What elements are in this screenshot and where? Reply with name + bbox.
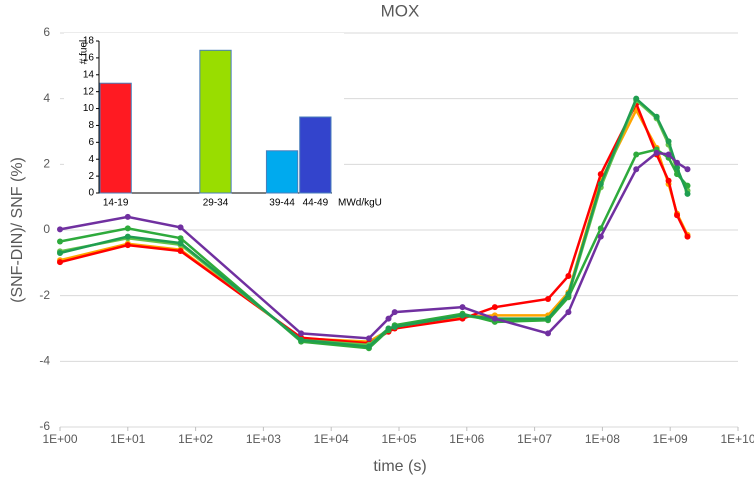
inset-y-tick-label: 16 <box>83 53 95 64</box>
data-point <box>57 259 63 266</box>
data-point <box>391 309 398 316</box>
data-point <box>298 336 305 343</box>
y-tick-label: 0 <box>43 222 50 236</box>
data-point <box>385 315 392 322</box>
bar <box>99 82 132 194</box>
x-tick-label: 1E+03 <box>246 432 281 446</box>
bar <box>265 150 299 194</box>
data-point <box>597 171 604 178</box>
data-point <box>565 272 572 279</box>
data-point <box>177 224 184 231</box>
y-tick-label: 4 <box>43 91 50 105</box>
inset-y-tick-label: 12 <box>83 86 95 97</box>
data-point <box>665 138 672 145</box>
inset-y-tick-label: 0 <box>88 188 94 199</box>
data-point <box>653 149 660 156</box>
y-tick-label: -6 <box>39 419 50 433</box>
x-tick-label: 1E+08 <box>585 432 620 446</box>
chart-title: MOX <box>381 1 420 20</box>
data-point <box>177 235 184 242</box>
data-point <box>597 233 604 240</box>
x-tick-label: 1E+10 <box>720 432 754 446</box>
data-point <box>124 225 131 232</box>
inset-y-tick-label: 10 <box>83 103 95 114</box>
data-point <box>57 249 63 256</box>
data-point <box>684 190 691 197</box>
data-point <box>653 113 660 120</box>
inset-x-tick-label: 29-34 <box>203 198 229 209</box>
x-tick-label: 1E+06 <box>449 432 484 446</box>
data-point <box>365 335 372 342</box>
y-tick-label: 6 <box>43 25 50 39</box>
data-point <box>545 295 552 302</box>
data-point <box>545 330 552 337</box>
data-point <box>565 291 572 298</box>
data-point <box>124 233 131 240</box>
inset-y-tick-label: 2 <box>88 171 94 182</box>
data-point <box>684 166 691 173</box>
inset-y-tick-label: 8 <box>88 120 94 131</box>
data-point <box>597 225 604 232</box>
data-point <box>633 151 640 158</box>
bar <box>299 116 332 194</box>
y-axis-label: (SNF-DIN)/ SNF (%) <box>9 157 26 303</box>
inset-x-tick-label: 39-44 <box>269 198 295 209</box>
x-axis-label: time (s) <box>373 458 426 475</box>
x-tick-label: 1E+04 <box>314 432 349 446</box>
data-point <box>124 213 131 220</box>
data-point <box>57 226 63 233</box>
inset-x-tick-label: 44-49 <box>303 198 329 209</box>
data-point <box>665 151 672 158</box>
data-point <box>597 181 604 188</box>
data-point <box>633 95 640 102</box>
x-tick-label: 1E+01 <box>110 432 145 446</box>
data-point <box>298 330 305 337</box>
data-point <box>124 242 131 249</box>
data-point <box>684 233 691 240</box>
x-tick-label: 1E+00 <box>42 432 77 446</box>
data-point <box>391 323 398 330</box>
data-point <box>665 177 672 184</box>
y-tick-label: 2 <box>43 157 50 171</box>
inset-chart: # fuel MWd/kgU 0 2 4 6 8 10 12 14 16 18 14-19 29-34… <box>64 33 382 213</box>
bar <box>199 49 232 194</box>
inset-x-tick-label: 14-19 <box>103 198 129 209</box>
data-point <box>459 304 466 311</box>
data-point <box>491 304 498 311</box>
inset-y-label: # fuel <box>79 40 90 64</box>
data-point <box>177 240 184 247</box>
data-point <box>365 343 372 350</box>
x-tick-label: 1E+07 <box>517 432 552 446</box>
x-tick-label: 1E+05 <box>381 432 416 446</box>
x-tick-label: 1E+02 <box>178 432 213 446</box>
inset-y-tick-label: 18 <box>83 36 95 47</box>
inset-x-label: MWd/kgU <box>338 198 382 209</box>
data-point <box>57 238 63 245</box>
y-tick-label: -2 <box>39 288 50 302</box>
main-plot: -6 -4 -2 0 2 4 6 1E+00 1E+01 1E+02 1E+03 1E+04 1E+05… <box>39 25 754 446</box>
inset-y-tick-label: 4 <box>88 154 94 165</box>
data-point <box>459 312 466 319</box>
data-point <box>674 164 681 171</box>
inset-y-tick-label: 14 <box>83 69 95 80</box>
data-point <box>177 248 184 255</box>
y-tick-label: -4 <box>39 354 50 368</box>
data-point <box>491 315 498 322</box>
data-point <box>545 315 552 322</box>
data-point <box>385 325 392 332</box>
inset-y-tick-label: 6 <box>88 137 94 148</box>
x-tick-label: 1E+09 <box>653 432 688 446</box>
data-point <box>674 159 681 166</box>
data-point <box>674 212 681 219</box>
data-point <box>565 309 572 316</box>
data-point <box>633 166 640 173</box>
